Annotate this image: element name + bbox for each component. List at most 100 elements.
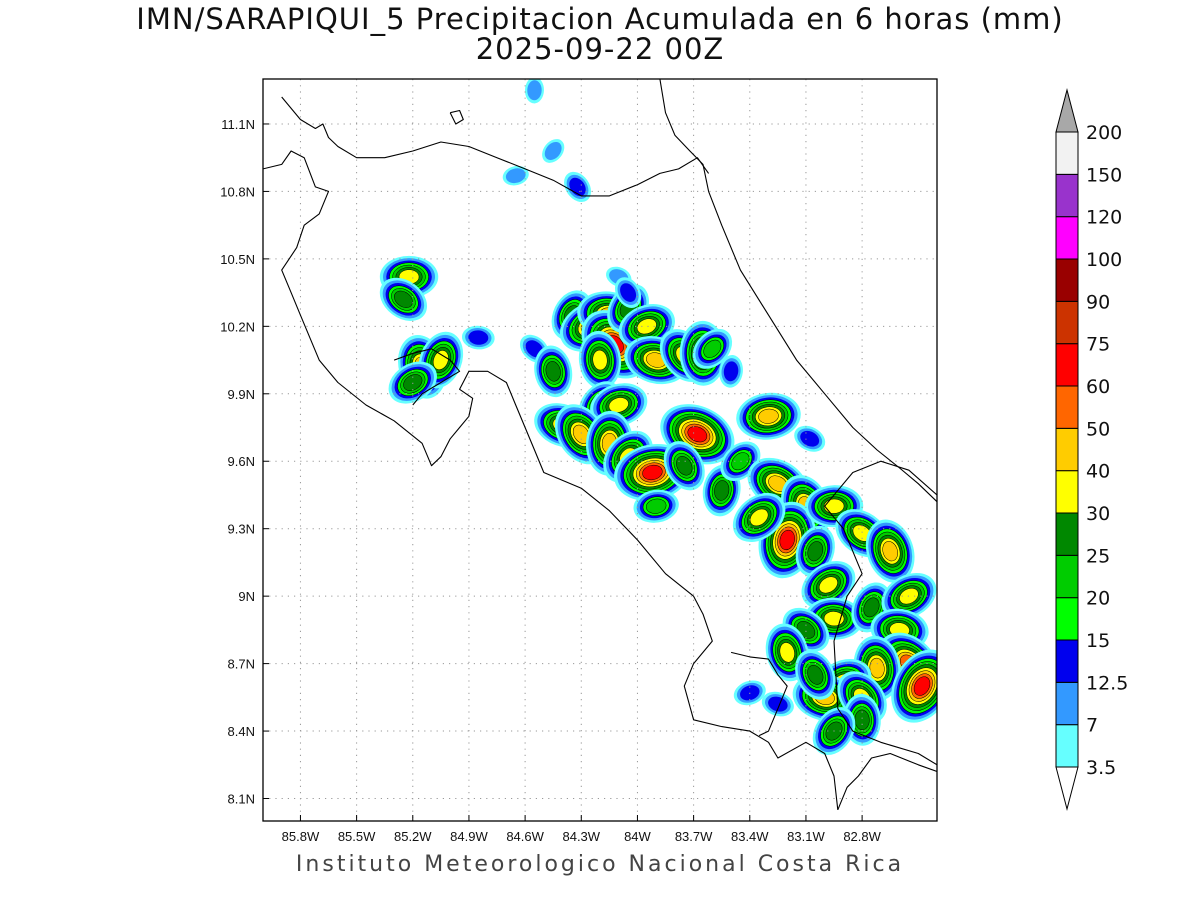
lat-tick-label: 9.9N [228, 387, 255, 402]
lon-tick-label: 84W [624, 829, 651, 844]
rain-cell [534, 345, 573, 398]
colorbar-swatch [1055, 216, 1079, 260]
rain-contour [703, 339, 722, 358]
lat-tick-label: 9.3N [228, 522, 255, 537]
rain-contour [592, 349, 608, 371]
colorbar-swatch [1055, 470, 1079, 514]
lon-tick-label: 84.9W [450, 829, 488, 844]
rain-contour [913, 676, 931, 696]
colorbar-label: 50 [1086, 418, 1110, 440]
map-title: IMN/SARAPIQUI_5 Precipitacion Acumulada … [136, 2, 1064, 36]
lat-tick-label: 10.2N [220, 319, 255, 334]
rain-cell [388, 361, 437, 404]
colorbar-label: 25 [1086, 545, 1110, 567]
rain-contour [758, 408, 779, 424]
longitude-axis: 85.8W 85.5W 85.2W 84.9W 84.6W 84.3W 84W 83.7W 83… [282, 815, 882, 844]
colorbar-label: 3.5 [1086, 757, 1116, 779]
rain-cell [891, 649, 937, 723]
rain-cell [761, 691, 794, 717]
colorbar-swatch [1055, 427, 1079, 472]
rain-cell [461, 325, 495, 350]
coastline [730, 651, 788, 737]
colorbar-swatch [1055, 512, 1079, 556]
colorbar-swatch [1055, 131, 1079, 175]
lon-tick-label: 84.3W [562, 829, 600, 844]
rain-cell [502, 165, 529, 186]
rain-contour [723, 361, 739, 382]
colorbar-swatch [1055, 385, 1079, 429]
rain-contour [779, 529, 795, 551]
coastline [824, 460, 937, 766]
rain-contour [505, 168, 526, 184]
rain-contour [800, 430, 820, 447]
lon-tick-label: 83.1W [787, 829, 825, 844]
colorbar-swatch [1055, 597, 1079, 641]
rain-contour [676, 456, 693, 476]
rain-cell [614, 277, 642, 308]
rain-contour [545, 361, 561, 382]
rain-contour [818, 576, 838, 594]
colorbar-label: 15 [1086, 630, 1110, 652]
coastline [263, 150, 839, 810]
rain-contour [863, 597, 880, 618]
colorbar-swatch [1055, 681, 1079, 726]
rain-cell [524, 79, 544, 104]
rain-contour [749, 508, 769, 527]
colorbar-label: 12.5 [1086, 672, 1128, 694]
rain-cell [853, 635, 901, 701]
rain-contour [544, 141, 562, 160]
colorbar-swatch [1055, 639, 1079, 683]
lat-tick-label: 11.1N [221, 117, 255, 132]
lon-tick-label: 84.6W [506, 829, 544, 844]
colorbar-label: 40 [1086, 461, 1110, 483]
colorbar-label: 120 [1086, 207, 1122, 229]
rain-contour [432, 350, 449, 370]
colorbar-label: 150 [1086, 164, 1122, 186]
colorbar-label: 60 [1086, 376, 1110, 398]
rain-cell [801, 561, 856, 609]
lon-tick-label: 83.4W [731, 829, 769, 844]
rain-contour [768, 696, 788, 712]
colorbar-swatch [1055, 300, 1079, 345]
rain-contour [645, 498, 667, 514]
colorbar-label: 30 [1086, 503, 1110, 525]
colorbar-label: 90 [1086, 291, 1110, 313]
rain-contour [403, 374, 423, 391]
graticule-grid [263, 79, 937, 821]
plot-frame [262, 78, 938, 822]
colorbar-label: 20 [1086, 588, 1110, 610]
colorbar-swatch [1055, 724, 1079, 768]
coastline [837, 752, 937, 811]
rain-contour [714, 480, 730, 501]
colorbar-swatch [1055, 173, 1079, 218]
colorbar-swatch [1055, 343, 1079, 387]
rain-contour [642, 464, 663, 481]
colorbar-swatch [1055, 554, 1079, 599]
colorbar-label: 7 [1086, 715, 1098, 737]
lon-tick-label: 85.5W [338, 829, 376, 844]
rain-cell [794, 425, 826, 452]
rain-cell [736, 392, 801, 440]
lat-tick-label: 8.1N [228, 792, 255, 807]
rain-cell [633, 489, 679, 523]
rain-cell [732, 492, 786, 543]
colorbar-max-arrow [1055, 88, 1079, 133]
lon-tick-label: 85.8W [282, 829, 320, 844]
lon-tick-label: 83.7W [675, 829, 713, 844]
colorbar-label: 75 [1086, 334, 1110, 356]
lat-tick-label: 10.5N [220, 252, 255, 267]
rain-contour [807, 665, 824, 685]
rain-contour [807, 541, 824, 562]
rain-cell [692, 328, 733, 369]
rain-contour [527, 80, 542, 101]
coastline [449, 109, 464, 125]
lat-tick-label: 9N [238, 589, 255, 604]
lon-tick-label: 85.2W [394, 829, 432, 844]
rain-cell [578, 330, 622, 390]
coastline-layer [263, 79, 937, 811]
colorbar-legend: 3.5 7 12.5 15 20 25 30 40 50 60 75 90 100 120 150 200 [1055, 88, 1128, 811]
rain-contour [869, 657, 885, 679]
rain-contour [882, 541, 898, 562]
rain-cell [719, 354, 743, 388]
